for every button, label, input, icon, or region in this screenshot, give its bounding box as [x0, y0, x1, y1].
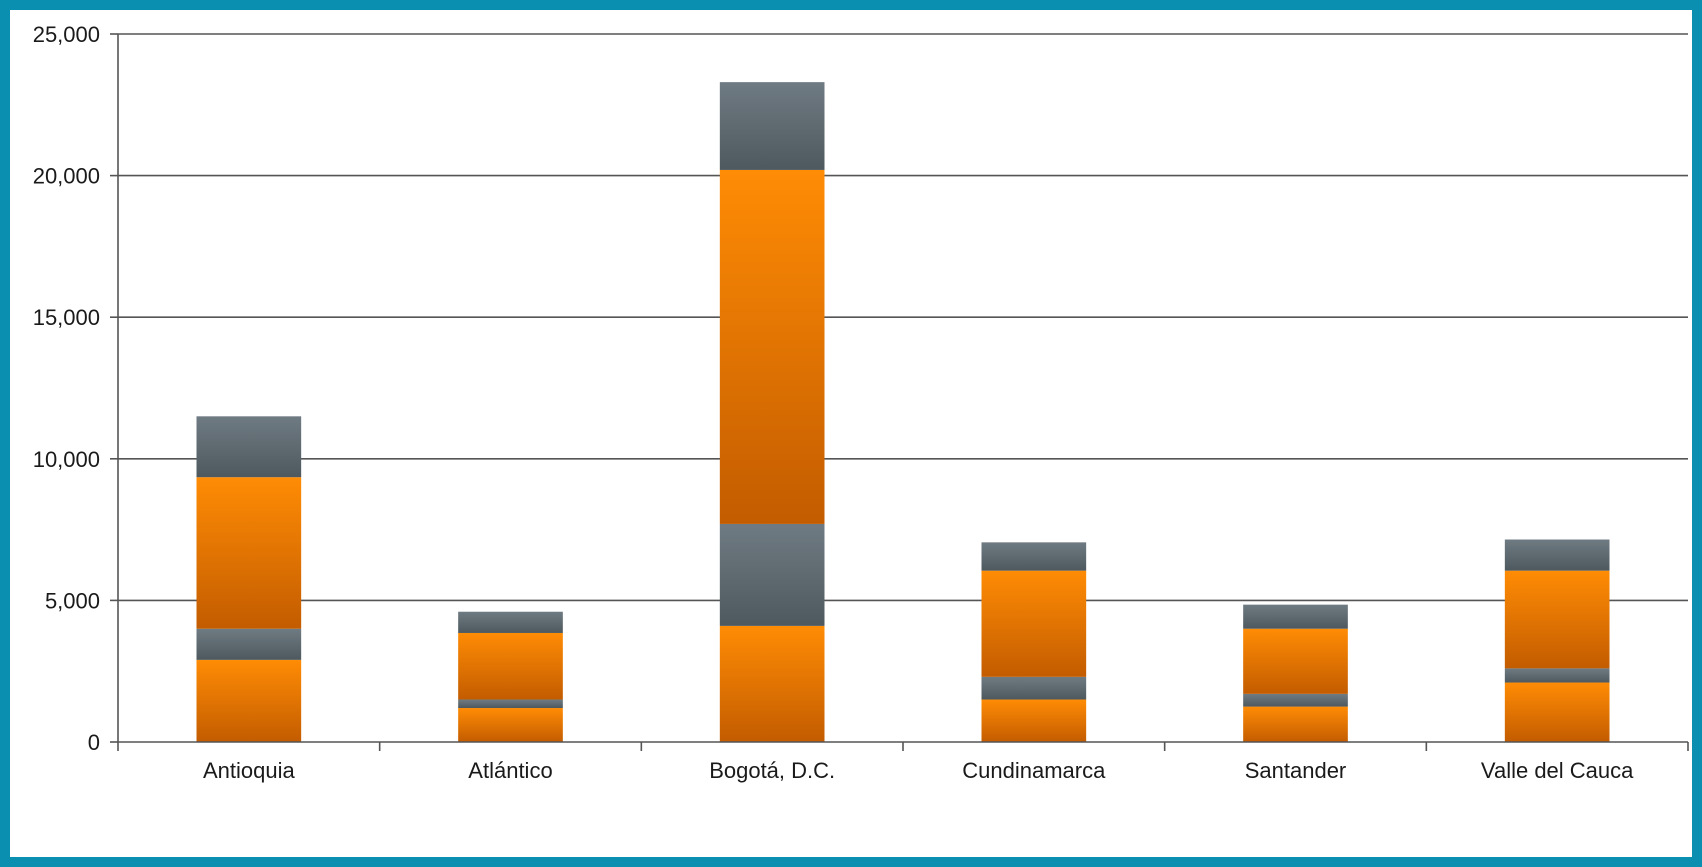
x-tick-label: Santander [1245, 758, 1347, 783]
bar-segment [196, 416, 302, 478]
axes [110, 33, 1689, 751]
bar-segment [1504, 539, 1610, 571]
bar-segment [719, 625, 825, 742]
bar-segment [196, 477, 302, 629]
bar-segment [1243, 628, 1348, 694]
bar-segment [719, 82, 825, 170]
bar-segment [719, 523, 825, 626]
stacked-bar-chart: 0 5,000 10,000 15,000 20,000 25,000 Antioquia… [33, 22, 1689, 783]
bar-segment [1243, 706, 1348, 742]
bar-segment [981, 570, 1087, 677]
x-tick-labels: Antioquia Atlántico Bogotá, D.C. Cundinamar… [203, 758, 1634, 783]
y-tick-label: 25,000 [33, 22, 100, 47]
y-tick-label: 5,000 [45, 588, 100, 613]
bar-segment [1504, 570, 1610, 669]
bar-segment [719, 169, 825, 524]
bar-segment [981, 699, 1087, 742]
bar-segment [458, 708, 563, 742]
bar-segment [458, 632, 563, 700]
bar-segment [458, 699, 563, 709]
x-tick-label: Cundinamarca [962, 758, 1106, 783]
gridlines [118, 33, 1688, 602]
bar-segment [981, 676, 1087, 700]
y-tick-label: 0 [88, 730, 100, 755]
x-tick-label: Antioquia [203, 758, 296, 783]
bars [196, 82, 1610, 742]
bar-segment [196, 628, 302, 660]
x-tick-label: Bogotá, D.C. [709, 758, 835, 783]
y-tick-label: 10,000 [33, 447, 100, 472]
x-tick-label: Valle del Cauca [1481, 758, 1634, 783]
bar-segment [1243, 604, 1348, 629]
bar-segment [1504, 682, 1610, 742]
bar-segment [458, 611, 563, 633]
x-tick-label: Atlántico [468, 758, 552, 783]
chart-frame: 0 5,000 10,000 15,000 20,000 25,000 Antioquia… [10, 10, 1692, 857]
bar-segment [196, 659, 302, 742]
y-tick-labels: 0 5,000 10,000 15,000 20,000 25,000 [33, 22, 100, 755]
y-tick-label: 15,000 [33, 305, 100, 330]
bar-segment [1243, 693, 1348, 707]
bar-segment [1504, 668, 1610, 683]
bar-segment [981, 542, 1087, 571]
y-tick-label: 20,000 [33, 164, 100, 189]
